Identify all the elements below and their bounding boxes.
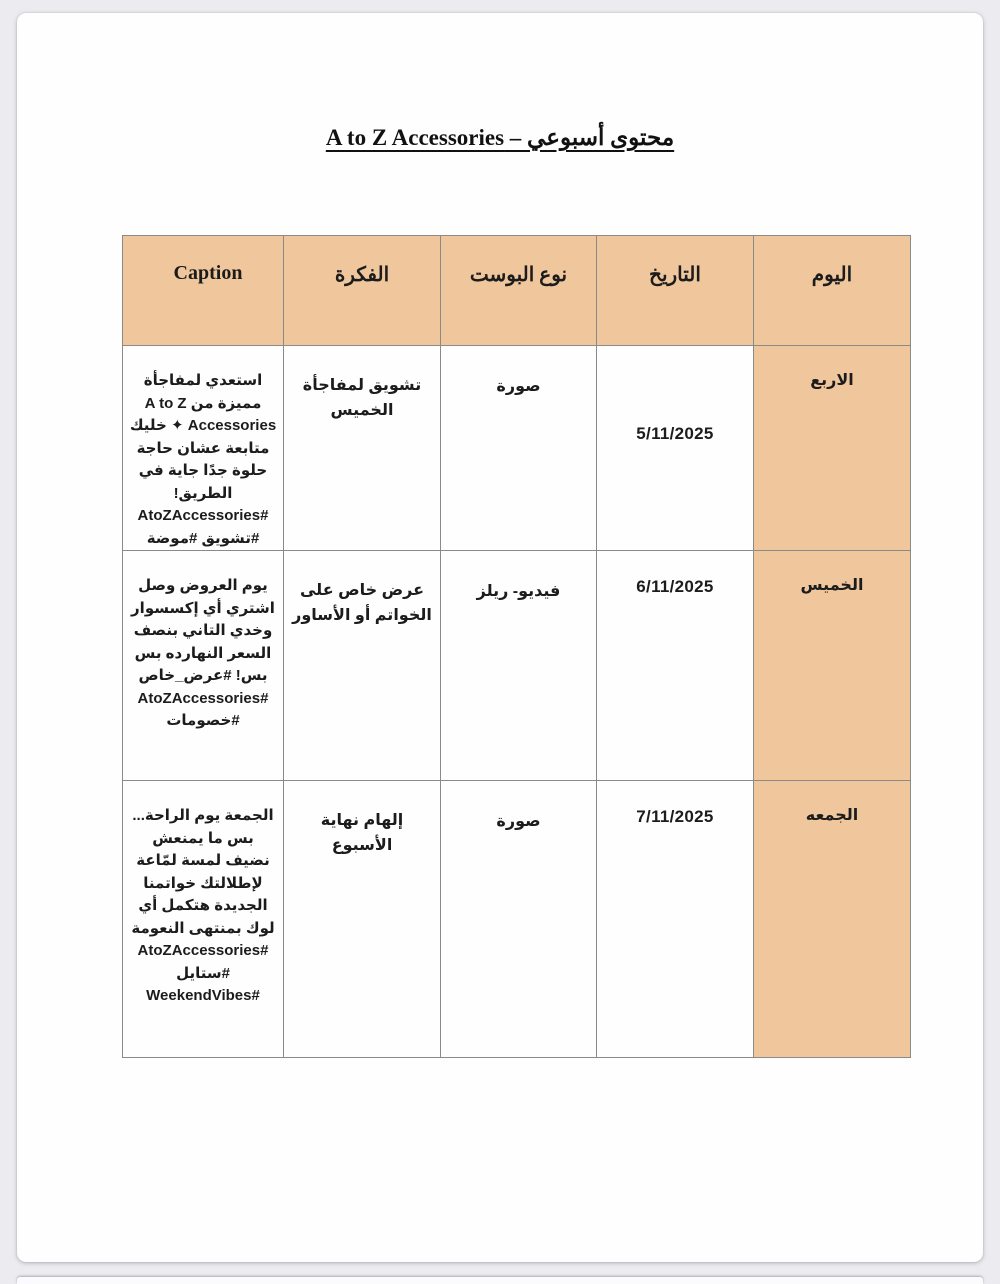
caption-cell: استعدي لمفاجأة مميزة من A to Z Accessori… (122, 345, 284, 551)
header-idea: الفكرة (283, 235, 441, 346)
post-type-cell: صورة (440, 780, 597, 1058)
header-caption: Caption (122, 235, 284, 346)
page: محتوى أسبوعي – A to Z Accessories اليوم … (17, 13, 983, 1262)
caption-cell: يوم العروض وصل اشتري أي إكسسوار وخدي الت… (122, 550, 284, 781)
next-page-top-edge (17, 1277, 983, 1284)
day-cell: الجمعه (753, 780, 911, 1058)
page-title: محتوى أسبوعي – A to Z Accessories (325, 125, 675, 150)
date-cell: 5/11/2025 (596, 345, 754, 551)
day-cell: الخميس (753, 550, 911, 781)
idea-cell: عرض خاص على الخواتم أو الأساور (283, 550, 441, 781)
content-plan-table: اليوم التاريخ نوع البوست الفكرة Caption … (122, 235, 911, 1058)
date-cell: 6/11/2025 (596, 550, 754, 781)
idea-cell: إلهام نهاية الأسبوع (283, 780, 441, 1058)
post-type-cell: فيديو- ريلز (440, 550, 597, 781)
header-row: اليوم التاريخ نوع البوست الفكرة Caption (122, 235, 911, 346)
table-row-thursday: الخميس 6/11/2025 فيديو- ريلز عرض خاص على… (122, 550, 911, 781)
post-type-cell: صورة (440, 345, 597, 551)
header-day: اليوم (753, 235, 911, 346)
caption-cell: الجمعة يوم الراحة... بس ما يمنعش نضيف لم… (122, 780, 284, 1058)
table-row-friday: الجمعه 7/11/2025 صورة إلهام نهاية الأسبو… (122, 780, 911, 1058)
idea-cell: تشويق لمفاجأة الخميس (283, 345, 441, 551)
date-cell: 7/11/2025 (596, 780, 754, 1058)
table-row-wednesday: الاربع 5/11/2025 صورة تشويق لمفاجأة الخم… (122, 345, 911, 551)
header-date: التاريخ (596, 235, 754, 346)
header-post-type: نوع البوست (440, 235, 597, 346)
day-cell: الاربع (753, 345, 911, 551)
